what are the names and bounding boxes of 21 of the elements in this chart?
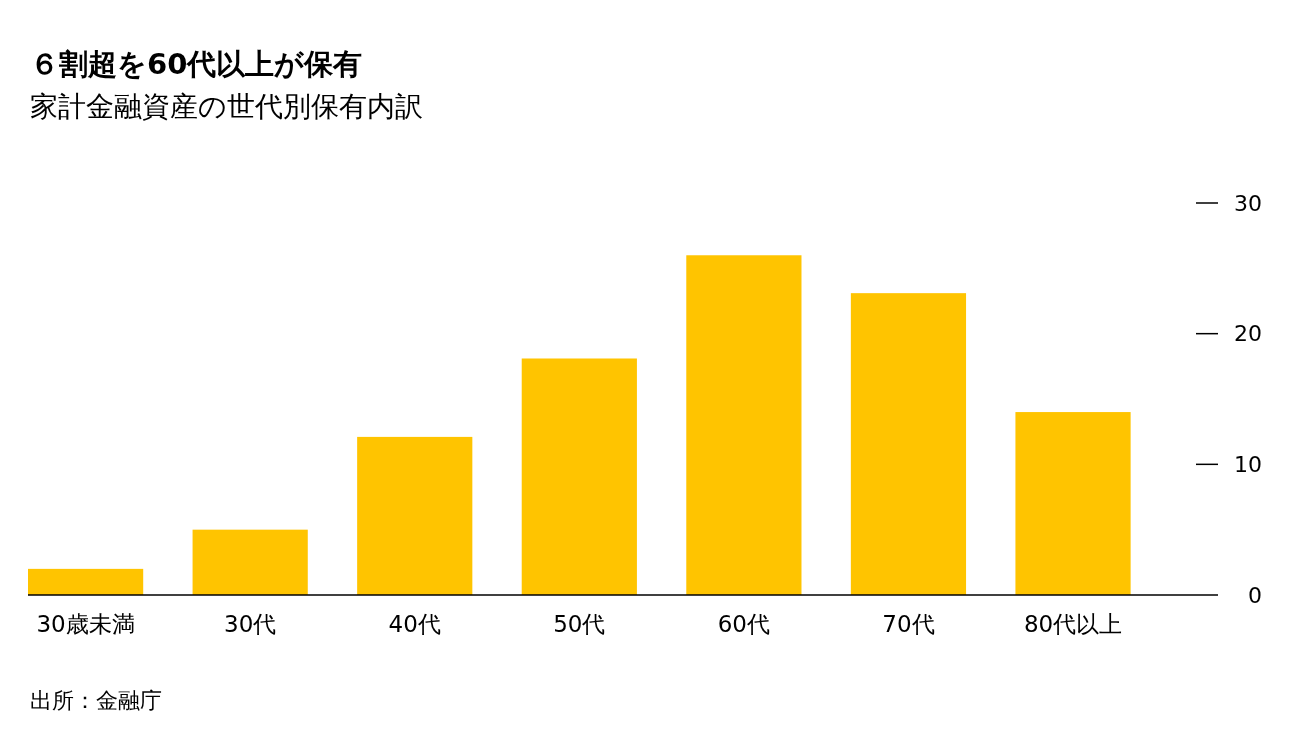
bar bbox=[28, 568, 144, 595]
y-tick-label: 10 bbox=[1234, 451, 1262, 477]
x-tick-label: 70代 bbox=[882, 611, 935, 637]
y-tick-label: 0 bbox=[1248, 582, 1262, 608]
bar bbox=[1015, 412, 1131, 595]
x-tick-label: 50代 bbox=[553, 611, 606, 637]
x-tick-label: 60代 bbox=[717, 611, 771, 637]
y-tick-label: 30 bbox=[1234, 190, 1262, 216]
bar bbox=[521, 358, 637, 595]
chart-subtitle: 家計金融資産の世代別保有内訳 bbox=[30, 90, 423, 123]
y-tick-label: 20 bbox=[1234, 321, 1262, 347]
chart-title: ６割超を60代以上が保有 bbox=[30, 47, 363, 81]
x-tick-label: 30歳未満 bbox=[36, 611, 135, 637]
bar bbox=[357, 436, 473, 595]
bar bbox=[686, 255, 802, 595]
x-tick-label: 80代以上 bbox=[1023, 611, 1123, 637]
x-tick-label: 40代 bbox=[388, 611, 441, 637]
bar bbox=[192, 529, 308, 595]
bar bbox=[850, 293, 967, 595]
x-tick-label: 30代 bbox=[224, 611, 277, 637]
text: 出所：金融庁 bbox=[30, 688, 162, 713]
